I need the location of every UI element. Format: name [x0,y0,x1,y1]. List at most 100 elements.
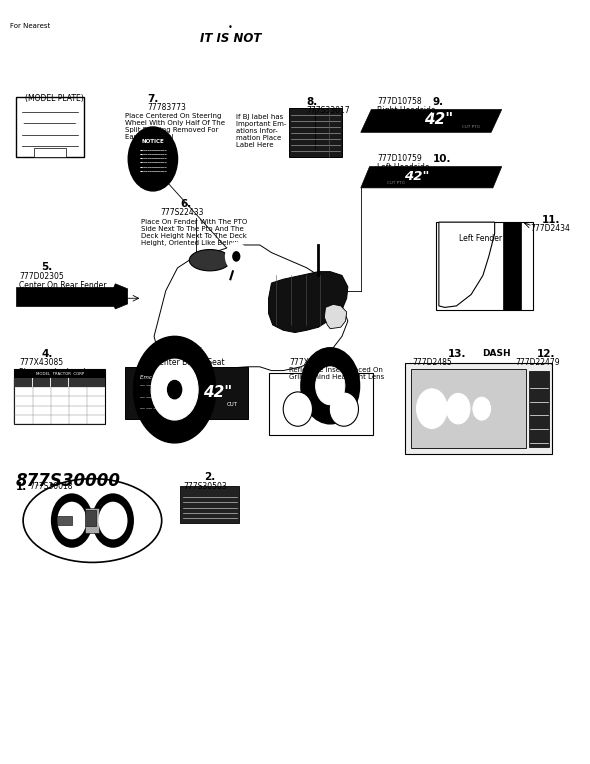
Circle shape [51,494,93,548]
Text: 777D10758: 777D10758 [377,96,422,105]
Polygon shape [268,272,348,332]
FancyBboxPatch shape [16,286,117,306]
Text: ── ── ── ──: ── ── ── ── [139,384,167,388]
Text: 5.: 5. [41,263,53,273]
Text: Emc Black Furniture: Emc Black Furniture [139,374,195,380]
Circle shape [316,367,345,405]
Text: eReplacementParts.com: eReplacementParts.com [202,320,294,329]
Circle shape [19,123,25,131]
Circle shape [226,243,247,270]
Text: 777D22479: 777D22479 [515,358,560,367]
Circle shape [301,348,359,424]
FancyBboxPatch shape [87,378,105,387]
Ellipse shape [283,392,313,426]
Polygon shape [439,222,494,307]
Text: (MODEL PLATE): (MODEL PLATE) [25,94,84,103]
Text: Left Hoodside: Left Hoodside [377,163,430,172]
Text: Center On Rear Fender: Center On Rear Fender [19,280,107,290]
Text: 9.: 9. [433,96,444,106]
FancyBboxPatch shape [16,96,84,157]
Text: 13.: 13. [448,349,466,359]
Text: ── ── ── ──: ── ── ── ── [139,395,167,400]
FancyBboxPatch shape [503,222,521,309]
FancyBboxPatch shape [57,516,72,525]
Text: Reflective Insert Placed On
Grill Behind Headlight Lens: Reflective Insert Placed On Grill Behind… [289,367,384,380]
Polygon shape [110,283,127,309]
Text: •: • [228,23,233,31]
Text: 777D10759: 777D10759 [377,154,422,163]
Text: 42": 42" [405,170,430,183]
Text: 1.: 1. [16,483,27,493]
Ellipse shape [329,392,359,426]
Text: ─────────────: ───────────── [139,153,167,157]
Circle shape [473,397,490,420]
Circle shape [99,502,127,539]
Text: 8.: 8. [307,96,318,106]
Text: MODEL  TRACTOR  CORP: MODEL TRACTOR CORP [35,371,84,376]
FancyBboxPatch shape [14,369,106,424]
Circle shape [467,254,476,267]
Polygon shape [360,109,502,132]
Text: 777D2434: 777D2434 [530,224,570,233]
Text: 7.: 7. [147,94,158,104]
Text: 4.: 4. [41,349,53,359]
Text: CUT PTO: CUT PTO [387,180,405,185]
Text: ─────────────: ───────────── [139,149,167,153]
FancyBboxPatch shape [405,363,552,455]
Text: 3.: 3. [176,339,187,349]
Circle shape [151,359,198,420]
Text: 42": 42" [424,112,453,128]
FancyBboxPatch shape [32,378,50,387]
FancyBboxPatch shape [86,508,100,533]
FancyBboxPatch shape [436,222,533,309]
Ellipse shape [23,479,162,562]
FancyBboxPatch shape [51,378,68,387]
Text: If BJ label has
Important Em-
ations Infor-
mation Place
Label Here: If BJ label has Important Em- ations Inf… [236,114,287,148]
Polygon shape [324,304,347,329]
Text: 777S30503: 777S30503 [183,483,227,491]
Text: 777S33017: 777S33017 [307,105,350,115]
Circle shape [57,502,86,539]
Polygon shape [360,167,502,188]
Text: 777D2485: 777D2485 [412,358,452,367]
Text: 77783773: 77783773 [147,103,186,112]
Circle shape [232,251,240,262]
Circle shape [128,127,178,191]
FancyBboxPatch shape [529,371,549,447]
Text: Right Hoodside: Right Hoodside [377,105,435,115]
FancyBboxPatch shape [411,369,526,448]
Text: For Nearest: For Nearest [10,23,51,29]
Text: 6.: 6. [181,199,192,209]
Circle shape [133,336,216,443]
Text: ─────────────: ───────────── [139,170,167,173]
Text: Place On Fender With The PTO
Side Next To The Pto And The
Deck Height Next To Th: Place On Fender With The PTO Side Next T… [141,219,247,246]
Circle shape [447,393,470,424]
Text: 777S22433: 777S22433 [160,209,204,218]
Text: Center Below Seat: Center Below Seat [154,358,225,367]
Text: 777X43085: 777X43085 [19,358,63,367]
Circle shape [75,123,81,131]
Ellipse shape [189,250,231,271]
Circle shape [92,494,134,548]
Text: 877S30000: 877S30000 [16,472,121,490]
Circle shape [417,389,447,429]
Text: ─────────────: ───────────── [139,161,167,166]
Polygon shape [154,245,348,371]
FancyBboxPatch shape [268,373,373,435]
Text: CUT PTO: CUT PTO [462,125,480,128]
Text: ─────────────: ───────────── [139,157,167,161]
Circle shape [168,380,182,399]
FancyBboxPatch shape [124,367,248,419]
Text: 10.: 10. [433,154,451,163]
FancyBboxPatch shape [181,487,239,523]
Text: Left Fender: Left Fender [460,234,503,242]
Text: 2.: 2. [204,472,215,482]
Text: IT IS NOT: IT IS NOT [200,32,261,45]
Text: ── ── ── ──: ── ── ── ── [139,406,167,411]
FancyBboxPatch shape [289,108,342,157]
Text: DASH: DASH [482,349,511,358]
FancyBboxPatch shape [69,378,87,387]
Text: NOTICE: NOTICE [142,139,164,144]
Text: 42": 42" [202,385,232,400]
Text: 777X40065: 777X40065 [289,358,333,367]
